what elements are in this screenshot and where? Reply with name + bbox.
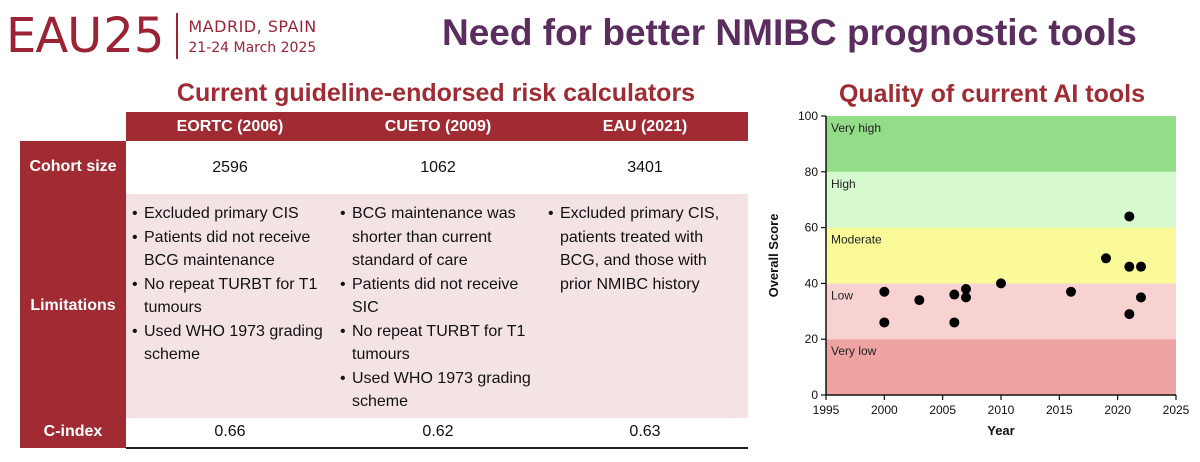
risk-calculator-table: EORTC (2006) CUETO (2009) EAU (2021) Coh…	[20, 112, 748, 449]
logo-year-text: 25	[103, 8, 165, 64]
limitations-cueto: BCG maintenance was shorter than current…	[334, 194, 542, 418]
data-point	[949, 317, 960, 328]
data-point	[1124, 309, 1135, 320]
limitations-eortc: Excluded primary CIS Patients did not re…	[126, 194, 334, 418]
data-point	[961, 292, 971, 303]
x-tick-label: 2025	[1163, 403, 1190, 417]
ai-tools-quality-chart: Very low Low Moderate High Very high 0 20 40 60…	[766, 109, 1190, 438]
band-moderate	[826, 227, 1176, 284]
data-points	[879, 211, 1146, 328]
logo-location: MADRID, SPAIN	[188, 16, 317, 36]
quality-bands: Very low Low Moderate High Very high	[826, 116, 1176, 395]
x-tick-label: 2010	[988, 403, 1015, 417]
limitation-item: No repeat TURBT for T1 tumours	[340, 320, 536, 367]
y-tick-label: 0	[811, 388, 818, 402]
chart-axes: 0 20 40 60 80 100 1995 2000 2005 2010 2015 2020 2025	[798, 109, 1190, 417]
limitation-item: Excluded primary CIS	[132, 202, 328, 226]
limitations-eau: Excluded primary CIS, patients treated w…	[542, 194, 748, 418]
band-label-very-high: Very high	[831, 121, 881, 135]
cohort-size-cueto: 1062	[420, 158, 456, 176]
y-axis-label: Overall Score	[766, 214, 781, 298]
slide-title: Need for better NMIBC prognostic tools	[442, 12, 1137, 53]
table-title: Current guideline-endorsed risk calculat…	[176, 79, 696, 107]
data-point	[1124, 211, 1135, 222]
data-point	[1066, 286, 1076, 297]
eau25-logo: EAU 25 MADRID, SPAIN 21-24 March 2025	[6, 8, 317, 64]
c-index-cueto: 0.62	[334, 417, 542, 449]
logo-dates: 21-24 March 2025	[188, 39, 317, 56]
y-tick-label: 80	[805, 165, 819, 179]
limitation-item: Used WHO 1973 grading scheme	[132, 320, 328, 367]
cohort-size-eau: 3401	[627, 158, 663, 176]
band-label-very-low: Very low	[831, 344, 877, 358]
limitations-list-eau: Excluded primary CIS, patients treated w…	[548, 202, 742, 296]
band-high	[826, 171, 1176, 228]
column-header-eortc: EORTC (2006)	[126, 112, 334, 141]
row-header-limitations: Limitations	[20, 194, 126, 418]
y-tick-label: 60	[805, 221, 819, 235]
x-axis-label: Year	[987, 423, 1014, 438]
x-tick-label: 2020	[1104, 403, 1131, 417]
limitations-list-eortc: Excluded primary CIS Patients did not re…	[132, 202, 328, 367]
limitations-list-cueto: BCG maintenance was shorter than current…	[340, 202, 536, 414]
limitation-item: Excluded primary CIS, patients treated w…	[548, 202, 742, 296]
c-index-eau: 0.63	[542, 417, 748, 449]
row-header-cohort-size: Cohort size	[20, 141, 126, 194]
data-point	[879, 286, 890, 297]
logo-eau-text: EAU	[6, 8, 102, 64]
row-header-c-index: C-index	[20, 417, 126, 448]
data-point	[996, 278, 1006, 289]
x-tick-label: 2005	[929, 403, 956, 417]
y-tick-label: 40	[805, 276, 819, 290]
table-header-row: EORTC (2006) CUETO (2009) EAU (2021)	[20, 112, 748, 141]
band-label-low: Low	[831, 288, 853, 302]
y-tick-label: 100	[798, 109, 818, 123]
data-point	[879, 317, 890, 328]
band-label-moderate: Moderate	[831, 233, 882, 247]
column-header-eau: EAU (2021)	[542, 112, 748, 141]
limitation-item: Patients did not receive BCG maintenance	[132, 226, 328, 273]
data-point	[914, 295, 925, 306]
data-point	[1124, 261, 1135, 272]
limitation-item: BCG maintenance was shorter than current…	[340, 202, 536, 273]
table-row-limitations: Limitations Excluded primary CIS Patient…	[20, 194, 748, 418]
x-tick-label: 2000	[871, 403, 898, 417]
x-tick-label: 2015	[1046, 403, 1073, 417]
table-corner	[20, 112, 126, 141]
data-point	[1101, 253, 1111, 264]
chart-title: Quality of current AI tools	[838, 80, 1146, 108]
data-point	[961, 283, 971, 294]
x-tick-label: 1995	[813, 403, 840, 417]
logo-divider	[176, 13, 179, 59]
band-very-low	[826, 339, 1176, 395]
band-label-high: High	[831, 177, 856, 191]
limitation-item: No repeat TURBT for T1 tumours	[132, 273, 328, 320]
column-header-cueto: CUETO (2009)	[334, 112, 542, 141]
limitation-item: Used WHO 1973 grading scheme	[340, 367, 536, 414]
c-index-eortc: 0.66	[126, 417, 334, 449]
y-tick-label: 20	[805, 332, 819, 346]
logo-meta: MADRID, SPAIN 21-24 March 2025	[188, 17, 316, 56]
limitation-item: Patients did not receive SIC	[340, 273, 536, 320]
band-low	[826, 283, 1176, 340]
data-point	[1136, 292, 1146, 303]
table-row-cohort-size: Cohort size 2596 1062 3401	[20, 141, 748, 194]
data-point	[1136, 261, 1146, 272]
data-point	[949, 289, 960, 300]
table-row-c-index: C-index 0.66 0.62 0.63	[20, 417, 748, 449]
cohort-size-eortc: 2596	[212, 158, 248, 176]
band-very-high	[826, 116, 1176, 172]
